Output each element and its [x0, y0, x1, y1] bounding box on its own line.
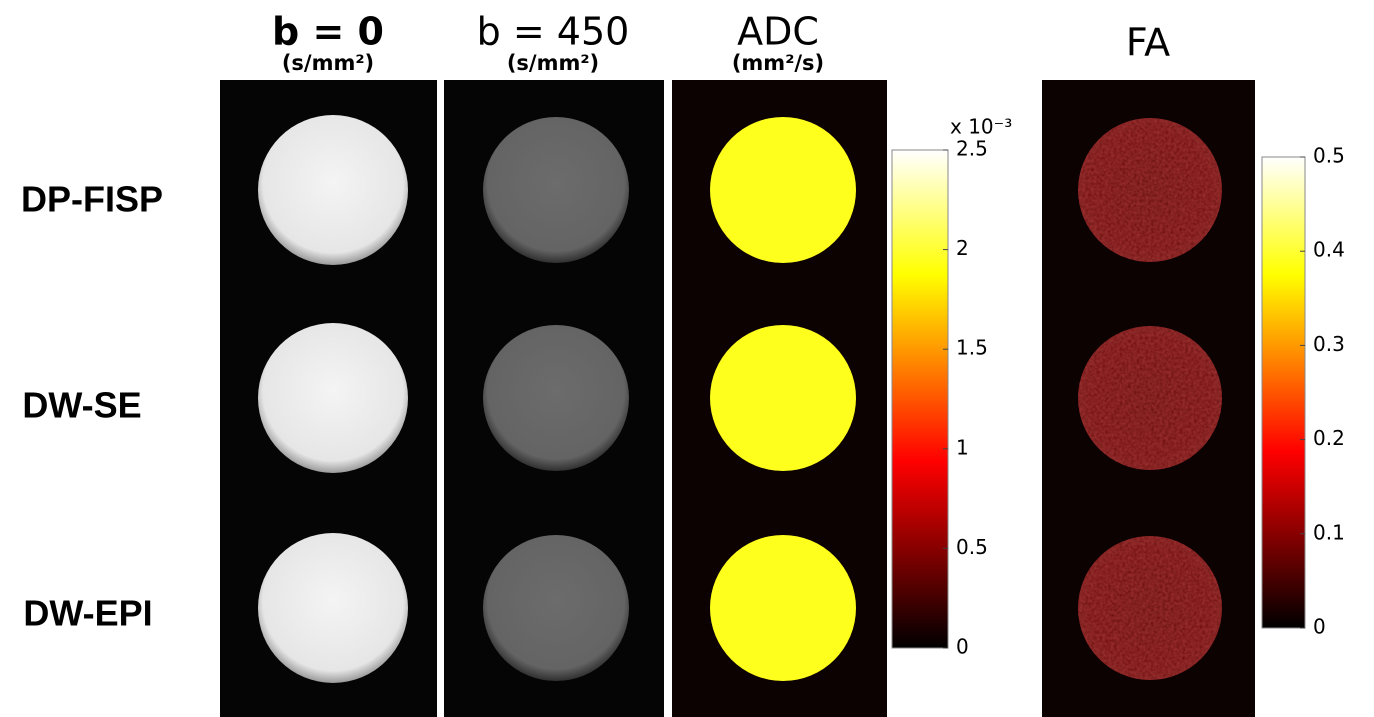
phantom [710, 117, 856, 263]
tick-label: 0.4 [1313, 238, 1345, 262]
row-label: DW-EPI [23, 593, 152, 634]
phantom [258, 115, 408, 265]
column-title: FA [1126, 21, 1170, 65]
column-unit: (s/mm²) [282, 51, 374, 75]
phantom [1078, 326, 1222, 470]
column-title: ADC [737, 10, 819, 54]
phantom [1078, 118, 1222, 262]
row-label: DP-FISP [21, 179, 163, 220]
tick-label: 2 [956, 236, 969, 260]
phantom [483, 117, 629, 263]
tick-label: 2.5 [956, 137, 988, 161]
tick-label: 0.5 [956, 535, 988, 559]
column-unit: (s/mm²) [507, 51, 599, 75]
column-title: b = 0 [272, 10, 384, 54]
phantom [1078, 536, 1222, 680]
phantom [258, 533, 408, 683]
phantom [710, 535, 856, 681]
phantom [258, 323, 408, 473]
colorbar-multiplier: x 10⁻³ [950, 115, 1012, 139]
tick-label: 0 [956, 635, 969, 659]
tick-label: 0.2 [1313, 426, 1345, 450]
tick-label: 0.3 [1313, 332, 1345, 356]
tick-label: 1.5 [956, 336, 988, 360]
image-grid [220, 80, 1255, 717]
colorbar [1262, 157, 1305, 628]
phantom [483, 325, 629, 471]
figure: b = 0 (s/mm²) b = 450 (s/mm²) ADC (mm²/s… [0, 0, 1374, 717]
row-label: DW-SE [22, 385, 141, 426]
tick-label: 1 [956, 435, 969, 459]
phantom [483, 535, 629, 681]
colorbar [892, 150, 948, 648]
column-unit: (mm²/s) [732, 51, 824, 75]
tick-label: 0 [1313, 615, 1326, 639]
tick-label: 0.5 [1313, 144, 1345, 168]
phantom [710, 325, 856, 471]
column-title: b = 450 [477, 10, 630, 54]
tick-label: 0.1 [1313, 520, 1345, 544]
